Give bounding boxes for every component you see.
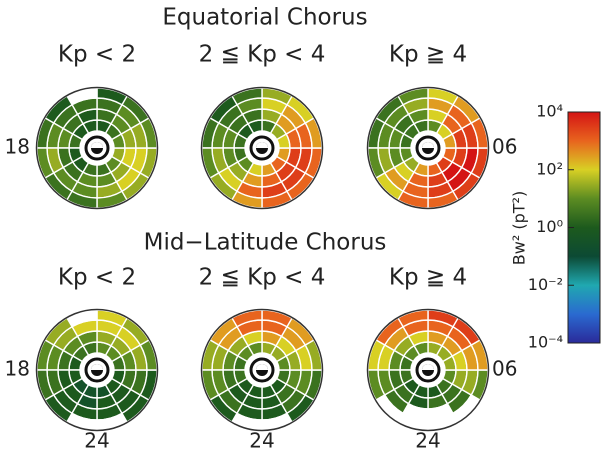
dial (35, 308, 159, 432)
mlt-label: 24 (415, 429, 440, 453)
dial-rim (200, 308, 324, 432)
colorbar-tick-label: 10² (536, 159, 563, 178)
earth-day (422, 142, 434, 148)
mlt-label: 18 (5, 357, 30, 381)
panel-label: Kp ≧ 4 (389, 265, 467, 291)
dial-rim (35, 308, 159, 432)
earth-day (91, 364, 103, 370)
earth-day (256, 142, 268, 148)
colorbar-label: Bw² (pT²) (510, 191, 529, 265)
colorbar-tick-label: 10⁰ (536, 217, 563, 236)
earth-day (256, 364, 268, 370)
mlt-label: 24 (249, 429, 274, 453)
dial (200, 308, 324, 432)
colorbar-tick-label: 10⁴ (536, 102, 563, 121)
panel-label: 2 ≦ Kp < 4 (199, 265, 326, 291)
mlt-label: 24 (84, 429, 109, 453)
panel-label: 2 ≦ Kp < 4 (199, 42, 326, 68)
dial-rim (366, 86, 490, 210)
dial (366, 308, 490, 432)
mlt-label: 06 (492, 357, 517, 381)
earth-day (91, 142, 103, 148)
dial (35, 86, 159, 210)
colorbar-tick-label: 10⁻² (528, 275, 563, 294)
row-title: Equatorial Chorus (162, 5, 367, 31)
earth-day (422, 364, 434, 370)
dial-rim (200, 86, 324, 210)
panel-label: Kp ≧ 4 (389, 42, 467, 68)
dial-rim (35, 86, 159, 210)
panel-label: Kp < 2 (58, 42, 136, 68)
colorbar-tick-label: 10⁻⁴ (528, 333, 563, 352)
mlt-label: 06 (492, 135, 517, 159)
dial-rim (366, 308, 490, 432)
dial (200, 86, 324, 210)
dial (366, 86, 490, 210)
row-title: Mid−Latitude Chorus (144, 230, 387, 256)
mlt-label: 18 (5, 135, 30, 159)
panel-label: Kp < 2 (58, 265, 136, 291)
